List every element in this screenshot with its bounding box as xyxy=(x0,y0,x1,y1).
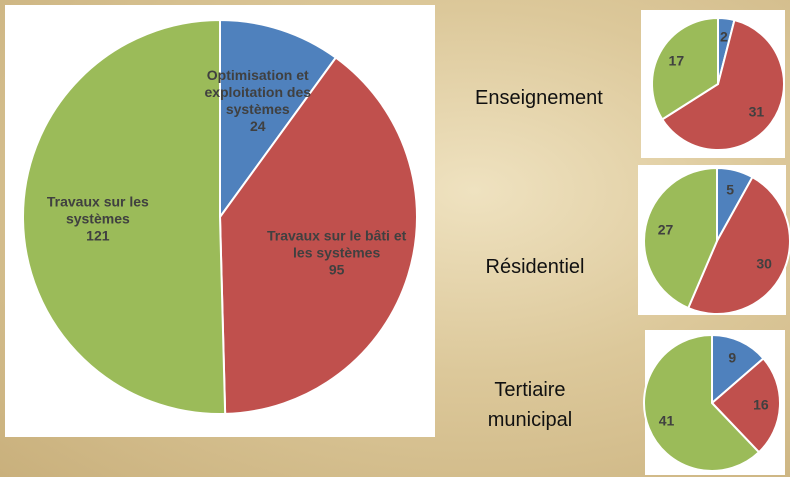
pie-slice xyxy=(643,166,718,310)
slice-label: 30 xyxy=(756,256,772,273)
value-label: 17 xyxy=(668,52,685,69)
slice-label: Travaux sur le bâti et les systèmes 95 xyxy=(267,228,407,279)
pie-title: Résidentiel xyxy=(485,256,585,278)
category-label: Travaux sur les systèmes xyxy=(46,193,149,227)
value-label: 121 xyxy=(86,227,110,244)
value-label: 30 xyxy=(756,255,772,272)
value-label: 24 xyxy=(249,117,266,134)
pie-slice xyxy=(219,18,338,221)
category-label: Travaux sur le bâti et les systèmes xyxy=(266,227,407,261)
pie-slice xyxy=(643,333,761,472)
slice-label: 16 xyxy=(753,397,769,414)
value-label: 2 xyxy=(720,28,728,45)
pie-slice xyxy=(710,357,781,454)
value-label: 41 xyxy=(658,412,675,429)
pie-slice xyxy=(711,333,765,406)
slice-label: Optimisation et exploitation des système… xyxy=(188,67,328,135)
value-label: 16 xyxy=(753,396,769,413)
slice-label: 27 xyxy=(658,222,674,239)
pie-slice xyxy=(686,175,790,315)
slice-label: 31 xyxy=(749,103,765,120)
value-label: 9 xyxy=(728,349,737,366)
value-label: 27 xyxy=(657,221,674,238)
pie-slice xyxy=(660,18,785,151)
slice-label: 5 xyxy=(726,182,734,199)
slice-label: 41 xyxy=(659,413,675,430)
slice-label: Travaux sur les systèmes 121 xyxy=(28,193,168,244)
pie-title: Enseignement xyxy=(475,87,603,109)
slice-label: 2 xyxy=(720,28,728,45)
value-label: 31 xyxy=(748,103,765,120)
pie-slice xyxy=(21,18,227,415)
slice-label: 17 xyxy=(669,53,685,70)
pie-title: Tertiaire municipal xyxy=(487,379,573,431)
slice-label: 9 xyxy=(728,350,736,367)
value-label: 5 xyxy=(726,181,735,198)
value-label: 95 xyxy=(328,261,345,278)
category-label: Optimisation et exploitation des système… xyxy=(204,66,312,117)
pie-slice xyxy=(218,56,418,415)
pie-slice xyxy=(651,16,719,121)
